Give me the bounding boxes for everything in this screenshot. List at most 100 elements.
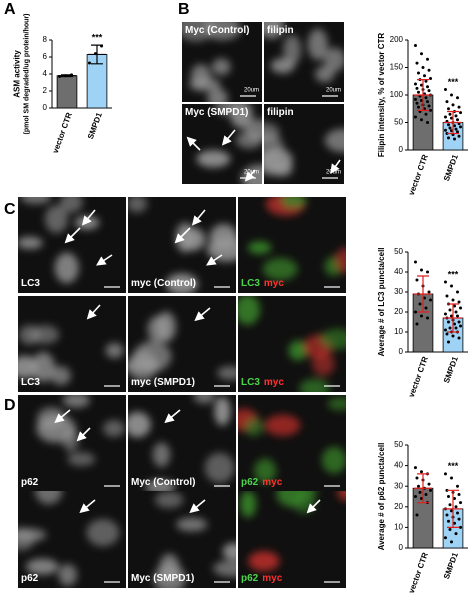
cell: [276, 491, 307, 507]
data-point: [454, 532, 458, 536]
cell: [128, 349, 158, 382]
arrow: [54, 409, 71, 424]
cell: [175, 222, 195, 253]
data-point: [418, 302, 422, 306]
significance: ***: [92, 32, 103, 42]
data-point: [453, 521, 457, 525]
micrograph: Myc (SMPD1) 20um: [182, 104, 262, 184]
cell: [18, 236, 43, 249]
cells: [182, 22, 242, 102]
data-point: [453, 124, 457, 128]
data-point: [415, 61, 419, 65]
label-word: myc: [264, 278, 284, 289]
data-point: [456, 96, 460, 100]
micrograph: p62: [18, 395, 126, 492]
arrow: [189, 499, 206, 514]
data-point: [429, 298, 433, 302]
data-point: [456, 314, 460, 318]
cell: [288, 340, 308, 361]
cells: [128, 311, 236, 382]
data-point: [419, 470, 423, 474]
cell: [62, 395, 90, 408]
cell: [211, 58, 231, 76]
cell: [213, 560, 236, 577]
error-bar: [414, 473, 432, 504]
micrograph: Myc (SMPD1): [128, 491, 236, 588]
x-tick-label: vector CTR: [51, 111, 74, 154]
cell: [299, 378, 330, 392]
cell: [54, 252, 79, 284]
cell: [280, 197, 307, 209]
data-point: [416, 105, 420, 109]
label-word: filipin: [267, 107, 294, 118]
data-point: [449, 284, 453, 288]
data-point: [456, 130, 460, 134]
x-tick-label: vector CTR: [407, 355, 430, 398]
cell: [254, 458, 277, 483]
y-tick-label: 50: [394, 118, 403, 127]
cell: [335, 247, 346, 274]
error-bar: [444, 110, 462, 135]
arrow: [174, 227, 191, 244]
arrow: [306, 499, 321, 514]
data-point: [424, 96, 428, 100]
data-point: [459, 525, 463, 529]
arrow: [86, 304, 101, 320]
significance: ***: [448, 461, 459, 471]
data-point: [448, 112, 452, 116]
data-point: [449, 540, 453, 544]
arrow: [191, 209, 206, 226]
label-word: LC3: [21, 278, 40, 289]
micrograph-label: p62 myc: [241, 573, 283, 584]
data-point: [445, 132, 449, 135]
label-word: Myc (Control): [185, 25, 249, 36]
x-tick-label: SMPD1: [442, 355, 460, 384]
data-point: [449, 129, 453, 133]
data-point: [426, 57, 430, 61]
data-point: [424, 79, 428, 83]
y-tick-label: 4: [43, 69, 48, 78]
micrograph: Myc (Control): [128, 395, 236, 492]
cells: [196, 104, 262, 184]
y-tick-label: 6: [43, 52, 48, 61]
data-point: [453, 304, 457, 308]
cell: [44, 205, 68, 234]
label-word: myc: [264, 377, 284, 388]
cell: [176, 517, 208, 532]
cell: [128, 197, 148, 213]
data-point: [459, 306, 463, 310]
data-point: [426, 270, 430, 274]
cell: [204, 452, 235, 483]
error-bar: [414, 275, 432, 313]
micrograph: filipin 20um: [264, 22, 344, 102]
data-point: [445, 294, 449, 298]
arrow: [164, 409, 181, 424]
data-point: [413, 466, 417, 470]
cell: [145, 479, 176, 492]
data-point: [415, 278, 419, 282]
data-point: [426, 316, 430, 320]
cell: [18, 355, 39, 379]
arrow: [221, 129, 236, 146]
label-word: myc (Control): [131, 278, 196, 289]
data-point: [421, 66, 425, 69]
cells: [153, 491, 236, 588]
panel-label: C: [4, 201, 16, 218]
data-point: [443, 88, 447, 91]
cells: [128, 395, 235, 492]
cells: [238, 396, 346, 483]
data-point: [449, 93, 453, 97]
data-point: [443, 115, 447, 119]
data-point: [443, 128, 447, 132]
cells: [264, 122, 344, 177]
data-point: [427, 68, 431, 72]
cell: [244, 417, 264, 437]
data-point: [416, 90, 420, 94]
data-point: [457, 134, 461, 138]
y-tick-label: 10: [394, 523, 403, 532]
micrograph-label: p62 myc: [241, 477, 283, 488]
label-word: p62: [21, 573, 39, 584]
micrograph-label: filipin: [267, 25, 294, 36]
micrograph-label: LC3 myc: [241, 278, 284, 289]
significance: ***: [448, 77, 459, 87]
